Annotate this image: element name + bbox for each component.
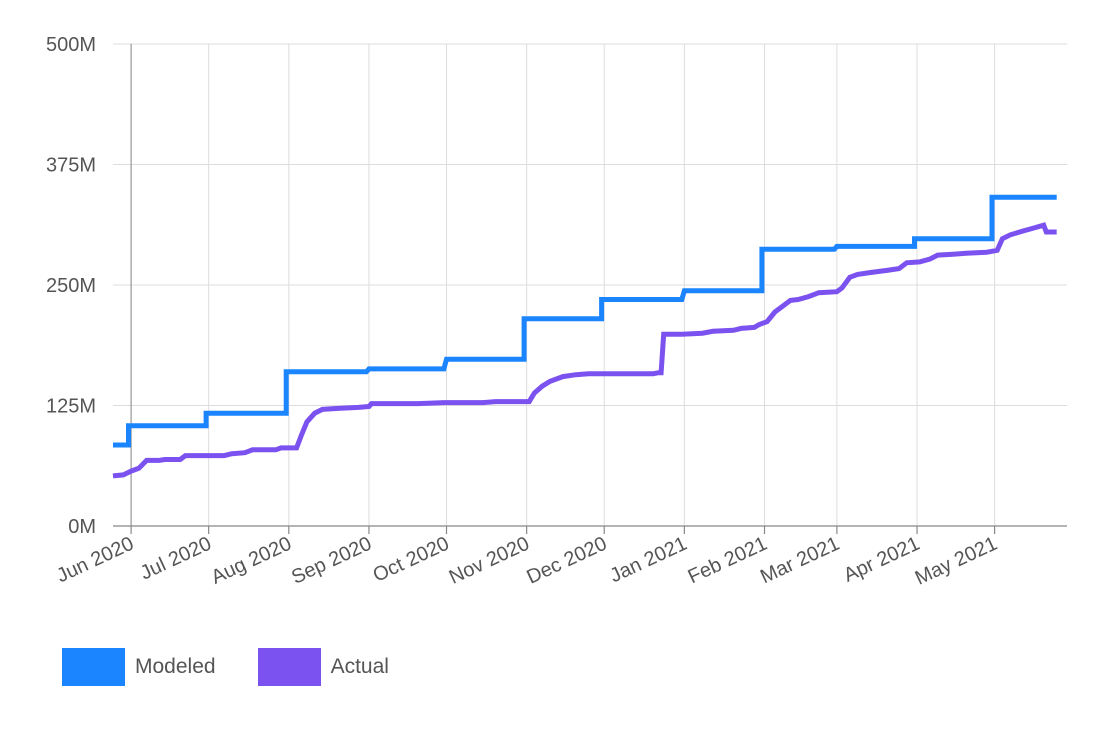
legend-swatch-actual bbox=[257, 648, 321, 686]
x-tick-label: Oct 2020 bbox=[370, 533, 453, 587]
y-tick-label: 250M bbox=[46, 275, 96, 297]
x-tick-label: May 2021 bbox=[912, 533, 1001, 590]
series-line-modeled bbox=[113, 194, 1057, 448]
x-tick-label: Apr 2021 bbox=[840, 533, 923, 587]
x-tick-label: Mar 2021 bbox=[757, 533, 843, 589]
y-tick-label: 375M bbox=[46, 155, 96, 177]
x-tick-label: Jul 2020 bbox=[137, 533, 215, 585]
y-tick-label: 0M bbox=[68, 516, 96, 538]
y-tick-label: 125M bbox=[46, 396, 96, 418]
legend-item-actual: Actual bbox=[257, 648, 389, 686]
y-axis-tick-labels: 0M 125M 250M 375M 500M bbox=[46, 34, 96, 538]
legend: Modeled Actual bbox=[62, 648, 431, 686]
series-lines bbox=[112, 194, 1057, 479]
x-tick-label: Sep 2020 bbox=[288, 533, 375, 589]
legend-swatch-modeled bbox=[62, 648, 125, 686]
y-tick-label: 500M bbox=[46, 34, 96, 56]
x-tick-label: Aug 2020 bbox=[208, 533, 295, 589]
x-tick-label: Nov 2020 bbox=[446, 533, 533, 589]
gridlines bbox=[113, 43, 1067, 534]
x-tick-label: Jan 2021 bbox=[607, 533, 691, 588]
legend-item-modeled: Modeled bbox=[62, 648, 216, 686]
legend-label-modeled: Modeled bbox=[135, 655, 216, 678]
x-tick-label: Dec 2020 bbox=[523, 533, 610, 589]
x-tick-label: Jun 2020 bbox=[53, 533, 137, 588]
x-tick-label: Feb 2021 bbox=[685, 533, 771, 589]
legend-label-actual: Actual bbox=[330, 655, 389, 678]
series-line-actual bbox=[112, 222, 1057, 479]
